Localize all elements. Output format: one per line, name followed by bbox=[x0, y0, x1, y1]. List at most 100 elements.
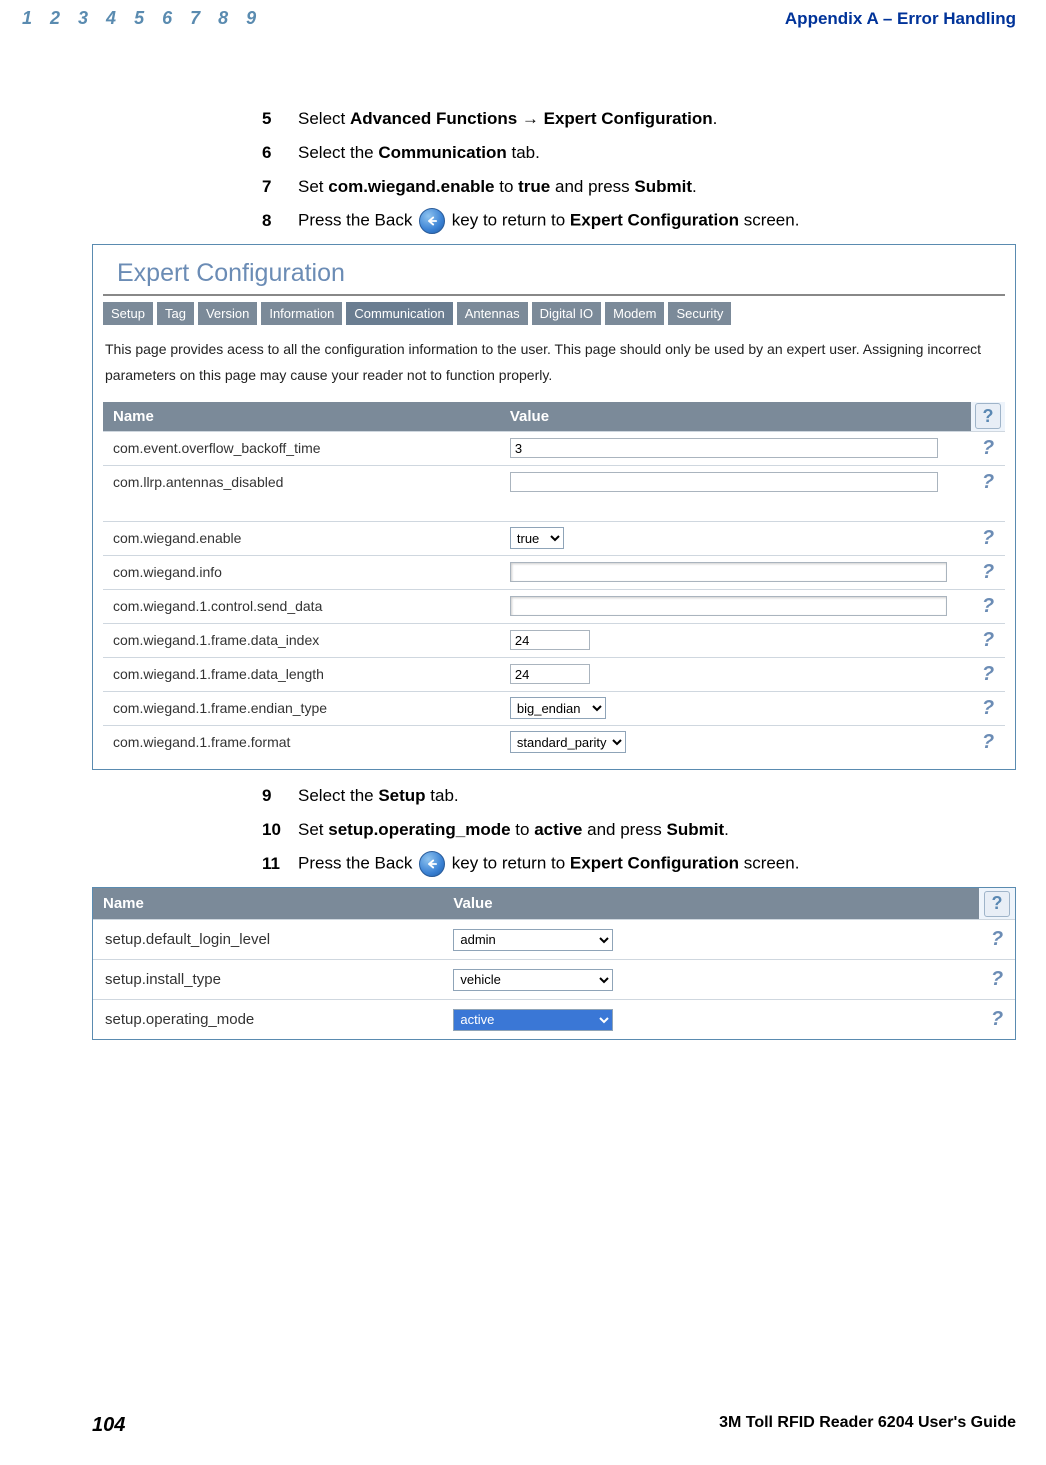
tab-version[interactable]: Version bbox=[198, 302, 257, 325]
setup-select[interactable]: active bbox=[453, 1009, 613, 1031]
nav-number-4[interactable]: 4 bbox=[106, 8, 116, 29]
nav-number-3[interactable]: 3 bbox=[78, 8, 88, 29]
help-button-2[interactable]: ? bbox=[984, 891, 1010, 917]
help-button[interactable]: ? bbox=[975, 403, 1001, 429]
setup-value-cell: admin bbox=[443, 923, 979, 957]
step-text: Press the Back key to return to Expert C… bbox=[298, 851, 799, 877]
config-input[interactable] bbox=[510, 664, 590, 684]
nav-number-9[interactable]: 9 bbox=[246, 8, 256, 29]
config-row: com.wiegand.1.control.send_data? bbox=[103, 589, 1005, 623]
page-footer: 104 3M Toll RFID Reader 6204 User's Guid… bbox=[0, 1414, 1046, 1437]
help-cell: ? bbox=[971, 663, 1005, 686]
config-select[interactable]: standard_parity bbox=[510, 731, 626, 753]
help-icon[interactable]: ? bbox=[991, 928, 1003, 951]
tab-setup[interactable]: Setup bbox=[103, 302, 153, 325]
config-input[interactable] bbox=[510, 438, 939, 458]
nav-number-7[interactable]: 7 bbox=[190, 8, 200, 29]
tab-tag[interactable]: Tag bbox=[157, 302, 194, 325]
tab-information[interactable]: Information bbox=[261, 302, 342, 325]
help-icon[interactable]: ? bbox=[982, 437, 994, 460]
help-cell: ? bbox=[971, 437, 1005, 460]
config-row: com.wiegand.enabletruefalse? bbox=[103, 521, 1005, 555]
table-body-2: setup.default_login_leveladmin?setup.ins… bbox=[93, 919, 1015, 1039]
appendix-title: Appendix A – Error Handling bbox=[785, 9, 1016, 29]
help-icon[interactable]: ? bbox=[982, 527, 994, 550]
tab-digital-io[interactable]: Digital IO bbox=[532, 302, 601, 325]
setup-select[interactable]: admin bbox=[453, 929, 613, 951]
nav-number-5[interactable]: 5 bbox=[134, 8, 144, 29]
help-icon[interactable]: ? bbox=[982, 471, 994, 494]
help-cell: ? bbox=[971, 471, 1005, 494]
instruction-step-7: 7Set com.wiegand.enable to true and pres… bbox=[262, 175, 1046, 199]
config-value-cell bbox=[500, 626, 971, 654]
instruction-step-9: 9Select the Setup tab. bbox=[262, 784, 1046, 808]
config-input[interactable] bbox=[510, 596, 948, 616]
instruction-step-10: 10Set setup.operating_mode to active and… bbox=[262, 818, 1046, 842]
help-cell: ? bbox=[971, 527, 1005, 550]
help-cell: ? bbox=[971, 731, 1005, 754]
config-name: com.wiegand.1.frame.format bbox=[103, 728, 500, 756]
config-value-cell: standard_parity bbox=[500, 727, 971, 757]
nav-number-2[interactable]: 2 bbox=[50, 8, 60, 29]
col-value-header-2: Value bbox=[443, 888, 979, 919]
tab-security[interactable]: Security bbox=[668, 302, 731, 325]
col-help-header: ? bbox=[971, 402, 1005, 431]
col-name-header-2: Name bbox=[93, 888, 443, 919]
help-icon[interactable]: ? bbox=[982, 561, 994, 584]
help-icon[interactable]: ? bbox=[982, 595, 994, 618]
tab-modem[interactable]: Modem bbox=[605, 302, 664, 325]
help-icon[interactable]: ? bbox=[982, 663, 994, 686]
step-text: Set setup.operating_mode to active and p… bbox=[298, 818, 729, 842]
setup-row: setup.install_type vehicle? bbox=[93, 959, 1015, 999]
setup-value-cell: vehicle bbox=[443, 963, 979, 997]
nav-number-1[interactable]: 1 bbox=[22, 8, 32, 29]
step-text: Press the Back key to return to Expert C… bbox=[298, 208, 799, 234]
instruction-step-11: 11Press the Back key to return to Expert… bbox=[262, 851, 1046, 877]
nav-numbers: 123456789 bbox=[22, 8, 256, 29]
setup-select[interactable]: vehicle bbox=[453, 969, 613, 991]
back-icon bbox=[419, 208, 445, 234]
table-header-2: Name Value ? bbox=[93, 888, 1015, 919]
help-icon[interactable]: ? bbox=[991, 968, 1003, 991]
nav-number-6[interactable]: 6 bbox=[162, 8, 172, 29]
step-number: 7 bbox=[262, 175, 298, 199]
config-input[interactable] bbox=[510, 630, 590, 650]
config-value-cell: truefalse bbox=[500, 523, 971, 553]
config-input[interactable] bbox=[510, 472, 939, 492]
config-table-1: Name Value ? com.event.overflow_backoff_… bbox=[103, 402, 1005, 759]
step-text: Set com.wiegand.enable to true and press… bbox=[298, 175, 697, 199]
instruction-step-6: 6Select the Communication tab. bbox=[262, 141, 1046, 165]
tab-antennas[interactable]: Antennas bbox=[457, 302, 528, 325]
config-value-cell bbox=[500, 468, 971, 496]
setup-screenshot: Name Value ? setup.default_login_levelad… bbox=[92, 887, 1016, 1040]
config-select[interactable]: big_endianlittle_endian bbox=[510, 697, 606, 719]
help-icon[interactable]: ? bbox=[991, 1008, 1003, 1031]
guide-title: 3M Toll RFID Reader 6204 User's Guide bbox=[719, 1414, 1016, 1437]
help-icon[interactable]: ? bbox=[982, 731, 994, 754]
page-header: 123456789 Appendix A – Error Handling bbox=[0, 0, 1046, 37]
setup-row: setup.default_login_leveladmin? bbox=[93, 919, 1015, 959]
nav-number-8[interactable]: 8 bbox=[218, 8, 228, 29]
help-cell: ? bbox=[971, 697, 1005, 720]
step-number: 9 bbox=[262, 784, 298, 808]
help-icon[interactable]: ? bbox=[982, 697, 994, 720]
config-value-cell bbox=[500, 434, 971, 462]
setup-name: setup.install_type bbox=[93, 963, 443, 996]
config-row: com.wiegand.1.frame.data_length? bbox=[103, 657, 1005, 691]
tab-communication[interactable]: Communication bbox=[346, 302, 452, 325]
help-icon[interactable]: ? bbox=[982, 629, 994, 652]
setup-row: setup.operating_mode active? bbox=[93, 999, 1015, 1039]
config-row: com.wiegand.1.frame.data_index? bbox=[103, 623, 1005, 657]
step-number: 10 bbox=[262, 818, 298, 842]
setup-name: setup.operating_mode bbox=[93, 1003, 443, 1036]
page-number: 104 bbox=[92, 1414, 125, 1437]
config-name: com.wiegand.1.frame.data_length bbox=[103, 660, 500, 688]
help-cell: ? bbox=[971, 629, 1005, 652]
help-cell: ? bbox=[971, 561, 1005, 584]
config-select[interactable]: truefalse bbox=[510, 527, 564, 549]
col-help-header-2: ? bbox=[979, 888, 1015, 919]
config-input[interactable] bbox=[510, 562, 948, 582]
help-cell: ? bbox=[979, 968, 1015, 991]
config-value-cell bbox=[500, 592, 971, 620]
step-number: 11 bbox=[262, 852, 298, 876]
